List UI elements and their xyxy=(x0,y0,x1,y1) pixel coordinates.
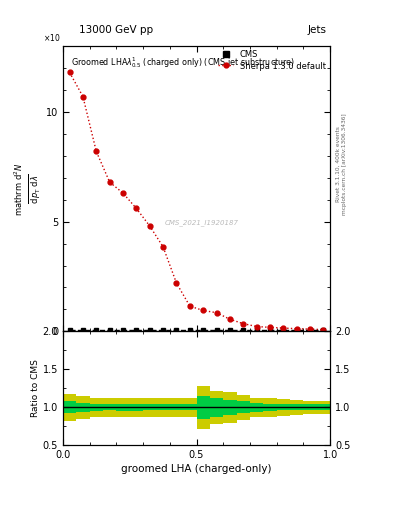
Bar xyxy=(237,401,250,414)
Bar xyxy=(277,399,290,416)
Bar xyxy=(263,398,277,417)
Bar xyxy=(130,397,143,417)
Bar xyxy=(156,398,170,417)
Bar xyxy=(170,398,183,417)
Bar xyxy=(116,403,130,411)
Bar xyxy=(103,404,116,411)
Bar xyxy=(303,404,317,411)
Bar xyxy=(250,397,263,417)
Text: mcplots.cern.ch [arXiv:1306.3436]: mcplots.cern.ch [arXiv:1306.3436] xyxy=(342,113,347,215)
Bar xyxy=(196,386,210,429)
Bar xyxy=(76,396,90,419)
Bar xyxy=(130,403,143,411)
Bar xyxy=(317,404,330,411)
Bar xyxy=(183,404,196,411)
Bar xyxy=(290,400,303,415)
Bar xyxy=(156,404,170,411)
Bar xyxy=(143,398,156,417)
Bar xyxy=(196,396,210,419)
Bar xyxy=(90,403,103,411)
Bar xyxy=(63,401,76,414)
Bar xyxy=(76,403,90,412)
Bar xyxy=(317,400,330,414)
Bar xyxy=(237,395,250,419)
X-axis label: groomed LHA (charged-only): groomed LHA (charged-only) xyxy=(121,464,272,475)
Bar xyxy=(263,403,277,411)
Text: CMS_2021_I1920187: CMS_2021_I1920187 xyxy=(165,220,239,226)
Bar xyxy=(210,391,223,424)
Bar xyxy=(277,404,290,411)
Bar xyxy=(303,400,317,414)
Bar xyxy=(116,397,130,417)
Text: Jets: Jets xyxy=(307,25,326,35)
Bar xyxy=(223,400,237,415)
Y-axis label: Ratio to CMS: Ratio to CMS xyxy=(31,359,40,417)
Y-axis label: $\mathrm{mathrm\ d}^2N$
$\overline{\mathrm{d}\,p_\mathrm{T}\,\mathrm{d}\,\lambda: $\mathrm{mathrm\ d}^2N$ $\overline{\math… xyxy=(12,162,43,216)
Text: Rivet 3.1.10, 400k events: Rivet 3.1.10, 400k events xyxy=(336,126,341,202)
Legend: CMS, Sherpa 1.3.0 default: CMS, Sherpa 1.3.0 default xyxy=(218,50,326,71)
Bar xyxy=(290,404,303,411)
Bar xyxy=(170,404,183,411)
Text: Groomed LHA$\lambda^{1}_{0.5}$ (charged only) (CMS jet substructure): Groomed LHA$\lambda^{1}_{0.5}$ (charged … xyxy=(71,55,295,70)
Bar xyxy=(90,397,103,417)
Text: 13000 GeV pp: 13000 GeV pp xyxy=(79,25,153,35)
Text: $\times10$: $\times10$ xyxy=(42,32,60,43)
Bar xyxy=(63,394,76,421)
Bar xyxy=(183,398,196,417)
Bar xyxy=(223,392,237,422)
Bar xyxy=(103,398,116,417)
Bar xyxy=(210,398,223,417)
Bar xyxy=(250,403,263,412)
Bar xyxy=(143,404,156,411)
